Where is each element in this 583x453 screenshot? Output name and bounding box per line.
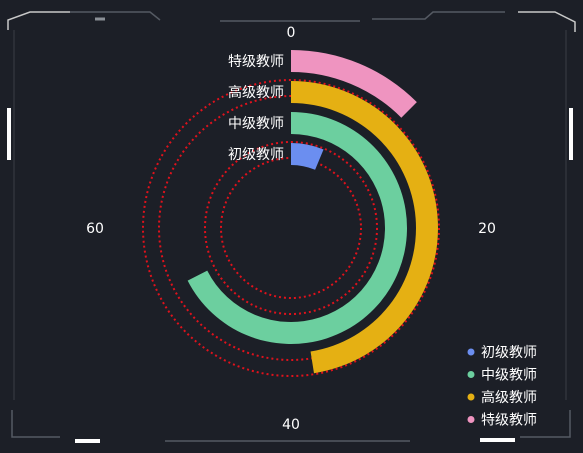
legend-label: 中级教师 bbox=[481, 368, 537, 384]
angle-tick-label: 20 bbox=[478, 221, 496, 237]
legend-item[interactable]: 初级教师 bbox=[467, 344, 538, 361]
legend-label: 特级教师 bbox=[481, 413, 537, 429]
bar-高级教师[interactable] bbox=[291, 81, 438, 374]
legend-label: 初级教师 bbox=[481, 344, 537, 361]
category-axis-labels: 初级教师 中级教师 高级教师 特级教师 bbox=[228, 54, 284, 163]
category-label: 初级教师 bbox=[228, 146, 284, 163]
legend-dot-icon bbox=[467, 371, 475, 378]
legend-dot-icon bbox=[467, 416, 475, 423]
angle-tick-label: 40 bbox=[282, 417, 300, 433]
gridline-ring-0 bbox=[220, 157, 362, 299]
bar-series bbox=[187, 50, 438, 374]
angle-tick-label: 60 bbox=[86, 221, 104, 237]
legend-dot-icon bbox=[467, 393, 475, 401]
bar-初级教师[interactable] bbox=[291, 143, 324, 170]
category-label: 特级教师 bbox=[228, 54, 284, 70]
legend-label: 高级教师 bbox=[481, 389, 537, 406]
legend-item[interactable]: 高级教师 bbox=[467, 389, 538, 406]
decorative-frame bbox=[7, 11, 576, 443]
legend-item[interactable]: 特级教师 bbox=[467, 413, 538, 429]
bar-特级教师[interactable] bbox=[291, 50, 417, 118]
gridline-ring-1 bbox=[204, 141, 378, 315]
legend-item[interactable]: 中级教师 bbox=[467, 368, 538, 384]
legend-dot-icon bbox=[467, 348, 475, 356]
category-label: 中级教师 bbox=[228, 116, 284, 132]
angle-axis-labels: 0 20 40 60 bbox=[86, 25, 496, 433]
category-label: 高级教师 bbox=[228, 84, 284, 101]
angle-tick-label: 0 bbox=[287, 25, 296, 41]
gridline-ring-3 bbox=[142, 79, 440, 377]
